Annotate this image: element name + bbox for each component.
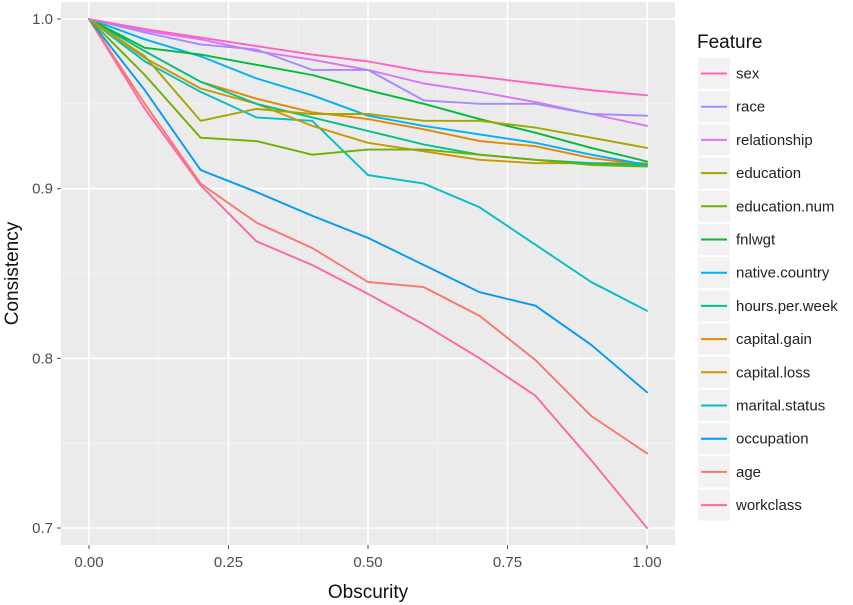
legend-label-race: race xyxy=(736,99,765,116)
legend: Feature sex race relationship education educ… xyxy=(697,32,838,521)
legend-label-sex: sex xyxy=(736,66,760,83)
legend-label-capital-gain: capital.gain xyxy=(736,331,812,348)
series-line-race xyxy=(88,18,648,117)
x-axis-title: Obscurity xyxy=(328,582,409,603)
y-axis-ticks: 0.7 0.8 0.9 1.0 xyxy=(32,11,61,537)
legend-items: sex race relationship education education.nu… xyxy=(698,58,838,521)
y-tick-label: 0.9 xyxy=(32,181,53,198)
y-tick-label: 0.7 xyxy=(32,520,53,537)
x-tick-label: 0.75 xyxy=(493,554,522,571)
legend-label-hours-per-week: hours.per.week xyxy=(736,298,838,315)
series-line-fnlwgt xyxy=(88,18,648,163)
x-tick-label: 1.00 xyxy=(632,554,661,571)
x-tick-label: 0.50 xyxy=(353,554,382,571)
legend-label-capital-loss: capital.loss xyxy=(736,364,810,381)
series-line-education xyxy=(88,18,648,149)
series-line-age xyxy=(88,18,648,455)
legend-label-occupation: occupation xyxy=(736,431,809,448)
series-line-education-num xyxy=(88,18,648,168)
legend-label-education: education xyxy=(736,165,801,182)
x-tick-label: 0.00 xyxy=(74,554,103,571)
legend-label-workclass: workclass xyxy=(735,497,802,514)
series-line-capital-loss xyxy=(88,18,648,165)
y-tick-label: 1.0 xyxy=(32,11,53,28)
legend-label-relationship: relationship xyxy=(736,132,813,149)
y-axis-title: Consistency xyxy=(2,221,23,325)
legend-label-fnlwgt: fnlwgt xyxy=(736,232,776,249)
series-line-workclass xyxy=(88,18,648,529)
series-lines xyxy=(88,18,648,529)
x-tick-label: 0.25 xyxy=(214,554,243,571)
x-axis-ticks: 0.00 0.25 0.50 0.75 1.00 xyxy=(74,545,662,571)
legend-label-native-country: native.country xyxy=(736,265,830,282)
legend-label-marital-status: marital.status xyxy=(736,398,825,415)
series-line-native-country xyxy=(88,18,648,166)
series-line-sex xyxy=(88,18,648,97)
y-tick-label: 0.8 xyxy=(32,350,53,367)
legend-label-age: age xyxy=(736,464,761,481)
series-line-occupation xyxy=(88,18,648,394)
legend-label-education-num: education.num xyxy=(736,198,834,215)
series-line-marital-status xyxy=(88,18,648,312)
legend-title: Feature xyxy=(697,32,762,53)
